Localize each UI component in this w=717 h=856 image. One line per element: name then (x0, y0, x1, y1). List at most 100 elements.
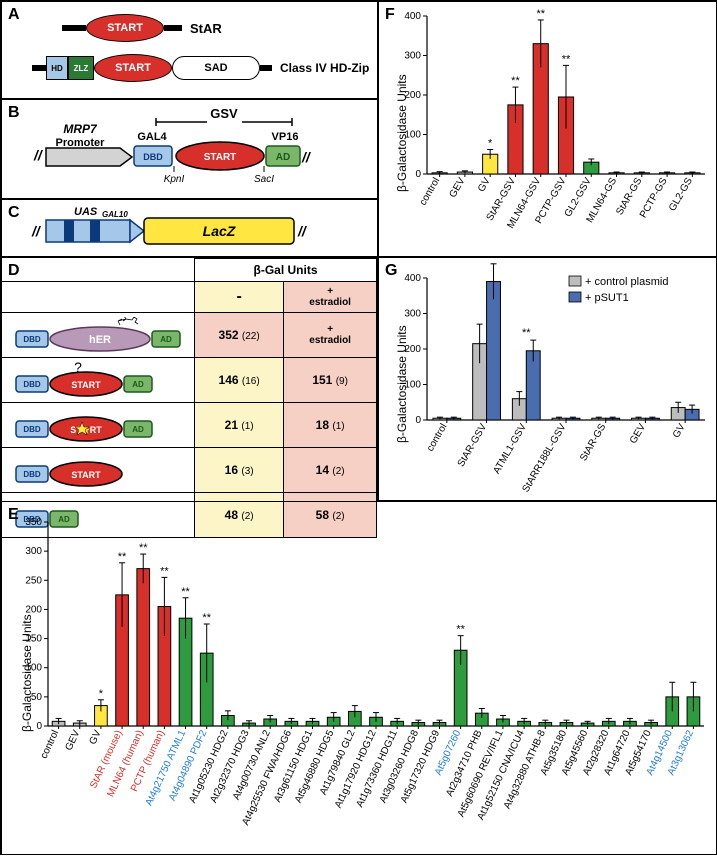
svg-text:DBD: DBD (23, 380, 41, 389)
svg-text:GAL4: GAL4 (137, 131, 167, 143)
start-domain-2: START (94, 54, 172, 82)
panel-d: D β-Gal Units - +estradiol DBD hER AD (1, 257, 378, 501)
svg-text:control: control (39, 729, 62, 761)
hd-domain: HD (46, 56, 68, 80)
svg-text:350: 350 (25, 517, 42, 528)
svg-text:**: ** (456, 624, 465, 636)
hdzip-label: Class IV HD-Zip (280, 61, 369, 75)
panel-d-label: D (8, 262, 20, 280)
svg-text:SacI: SacI (254, 174, 274, 185)
chart-g: 0100200300400control**StAR-GSV**ATML1-GS… (379, 258, 717, 502)
star-label: StAR (190, 21, 222, 36)
svg-text:GV: GV (88, 728, 104, 746)
svg-text://: // (33, 147, 44, 163)
svg-text:VP16: VP16 (272, 131, 299, 143)
svg-text:200: 200 (25, 604, 42, 615)
panel-b-svg: GSV MRP7 Promoter // GAL4 DBD START VP16… (2, 100, 379, 200)
svg-text:**: ** (562, 53, 571, 65)
svg-text:250: 250 (25, 575, 42, 586)
start-domain: START (86, 14, 164, 42)
table-d: β-Gal Units - +estradiol DBD hER AD 352 … (2, 258, 377, 538)
zlz-domain: ZLZ (68, 56, 94, 80)
svg-text:**: ** (536, 8, 545, 20)
panel-a: A START StAR HD ZLZ START SAD Class IV H… (1, 1, 378, 99)
svg-text:AD: AD (132, 425, 144, 434)
svg-text:StARR188L-GSV: StARR188L-GSV (520, 422, 568, 495)
svg-text:GEV: GEV (64, 728, 83, 752)
svg-text:400: 400 (404, 273, 421, 284)
svg-text:100: 100 (404, 130, 421, 141)
svg-text:400: 400 (404, 11, 421, 22)
svg-text:hER: hER (89, 334, 111, 346)
svg-text:**: ** (482, 258, 491, 263)
svg-text:200: 200 (404, 344, 421, 355)
svg-text:**: ** (202, 612, 211, 624)
svg-text:DBD: DBD (143, 152, 163, 162)
svg-text:+ pSUT1: + pSUT1 (585, 292, 629, 304)
svg-text:**: ** (181, 586, 190, 598)
svg-text:UAS: UAS (74, 206, 98, 218)
panel-b-label: B (8, 104, 20, 122)
svg-text:GL2-GS: GL2-GS (667, 176, 695, 214)
svg-text://: // (297, 223, 308, 239)
panel-b: B GSV MRP7 Promoter // GAL4 DBD START VP… (1, 99, 378, 199)
svg-text:START: START (71, 380, 101, 390)
svg-text:300: 300 (25, 546, 42, 557)
plus-header: +estradiol (284, 313, 377, 358)
svg-text:300: 300 (404, 51, 421, 62)
promoter-label: Promoter (56, 137, 106, 149)
svg-text:50: 50 (31, 692, 43, 703)
svg-text:START: START (204, 152, 237, 163)
panel-g-label: G (385, 262, 397, 280)
svg-text:0: 0 (415, 415, 421, 426)
svg-text:300: 300 (404, 309, 421, 320)
svg-text:GEV: GEV (628, 422, 648, 446)
panel-c-label: C (8, 204, 20, 222)
svg-text:+ control plasmid: + control plasmid (585, 276, 668, 288)
gsv-label: GSV (210, 106, 238, 121)
svg-text:StAR-GS: StAR-GS (578, 422, 608, 463)
svg-text:DBD: DBD (23, 335, 41, 344)
svg-text:GV: GV (476, 176, 493, 194)
hdzip-schematic: HD ZLZ START SAD Class IV HD-Zip (32, 54, 369, 82)
svg-text://: // (301, 149, 312, 165)
svg-text:GAL10: GAL10 (102, 210, 128, 219)
svg-text:100: 100 (25, 663, 42, 674)
svg-text:START: START (71, 470, 101, 480)
star-schematic: START StAR (62, 14, 222, 42)
svg-text:200: 200 (404, 90, 421, 101)
svg-text:**: ** (511, 75, 520, 87)
svg-text:150: 150 (25, 634, 42, 645)
sad-domain: SAD (172, 56, 260, 80)
svg-text:**: ** (118, 551, 127, 563)
svg-text:StAR-GSV: StAR-GSV (456, 422, 490, 469)
chart-e: 050100150200250300350controlGEV*GV**StAR… (2, 502, 717, 856)
figure: A START StAR HD ZLZ START SAD Class IV H… (0, 0, 717, 855)
svg-text:GV: GV (671, 422, 688, 440)
svg-text:**: ** (522, 327, 531, 339)
svg-text:KpnI: KpnI (164, 174, 185, 185)
svg-text:0: 0 (415, 169, 421, 180)
svg-text:control: control (425, 422, 450, 453)
panel-f: F β-Galactosidase Units 0100200300400con… (378, 1, 717, 257)
panel-e: E β-Galactosidase Units 0501001502002503… (1, 501, 717, 855)
panel-c-svg: // UAS GAL10 LacZ // (2, 200, 379, 258)
svg-text:**: ** (160, 565, 169, 577)
svg-text://: // (31, 223, 42, 239)
svg-text:AD: AD (132, 380, 144, 389)
panel-c: C // UAS GAL10 LacZ // (1, 199, 378, 257)
panel-e-label: E (8, 506, 19, 524)
svg-text:LacZ: LacZ (203, 223, 236, 239)
panel-f-label: F (385, 6, 395, 24)
svg-text:control: control (418, 176, 443, 207)
svg-text:DBD: DBD (23, 425, 41, 434)
construct-her: DBD hER AD (2, 313, 195, 358)
panel-a-label: A (8, 6, 20, 24)
panel-g: G β-Galactosidase Units 0100200300400con… (378, 257, 717, 501)
svg-text:**: ** (139, 542, 148, 554)
svg-text:ATML1-GSV: ATML1-GSV (491, 422, 529, 476)
svg-text:DBD: DBD (23, 470, 41, 479)
chart-f: 0100200300400controlGEV*GV**StAR-GSV**ML… (379, 2, 717, 258)
svg-text:*: * (488, 138, 493, 150)
svg-text:*: * (99, 688, 104, 700)
